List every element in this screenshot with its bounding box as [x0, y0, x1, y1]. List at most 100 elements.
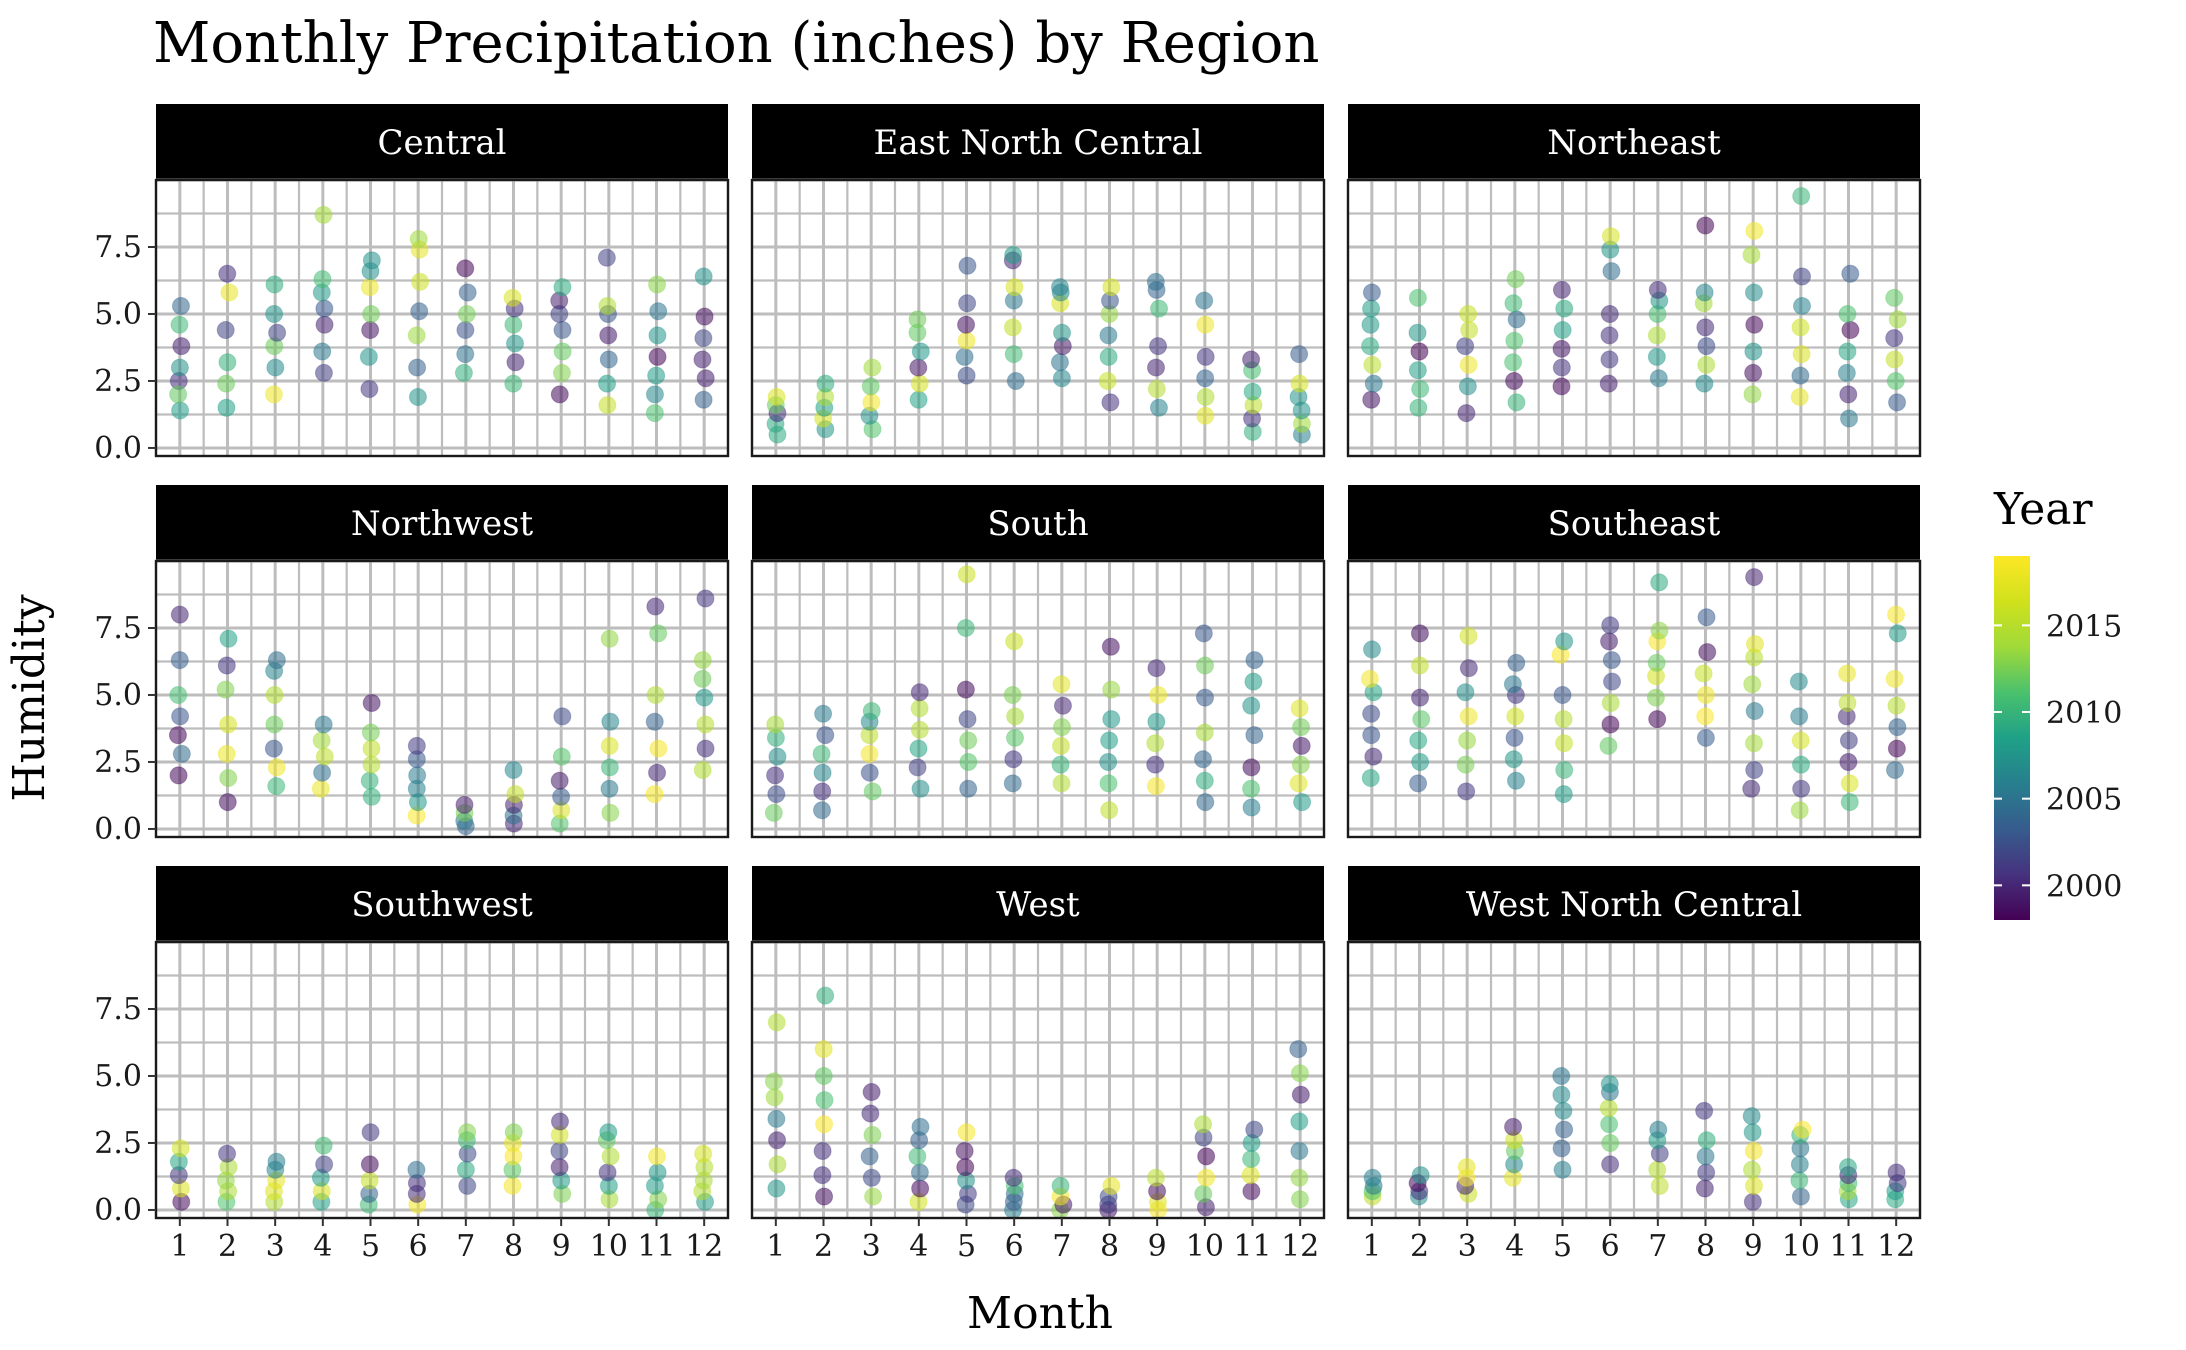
data-point: [645, 385, 664, 404]
facet-strip: [752, 104, 1324, 180]
data-point: [171, 296, 190, 315]
data-point: [1696, 707, 1715, 726]
data-point: [1840, 793, 1859, 812]
data-points: [764, 565, 1312, 822]
x-tick-label: 12: [1281, 1229, 1319, 1264]
data-point: [649, 624, 668, 643]
data-point: [1841, 264, 1860, 283]
y-tick-label: 5.0: [94, 1059, 142, 1094]
data-point: [1744, 363, 1763, 382]
data-point: [1146, 272, 1165, 291]
data-point: [1149, 337, 1168, 356]
y-tick-label: 5.0: [94, 678, 142, 713]
data-point: [454, 363, 473, 382]
data-point: [813, 1142, 832, 1161]
data-point: [1196, 315, 1215, 334]
y-tick-label: 2.5: [94, 745, 142, 780]
data-point: [1102, 710, 1121, 729]
y-tick-label: 0.0: [94, 1193, 142, 1228]
data-point: [1102, 1176, 1121, 1195]
data-point: [910, 683, 929, 702]
data-point: [1408, 361, 1427, 380]
data-point: [908, 310, 927, 329]
data-point: [1460, 321, 1479, 340]
data-point: [1742, 779, 1761, 798]
data-point: [1793, 267, 1812, 286]
data-point: [1289, 1040, 1308, 1059]
x-tick-label: 8: [1100, 1229, 1119, 1264]
data-point: [1838, 664, 1857, 683]
data-point: [1555, 734, 1574, 753]
data-point: [1242, 779, 1261, 798]
data-point: [1745, 761, 1764, 780]
data-point: [1839, 752, 1858, 771]
data-point: [1194, 1115, 1213, 1134]
data-point: [646, 685, 665, 704]
data-point: [1504, 750, 1523, 769]
data-point: [1698, 643, 1717, 662]
data-point: [1600, 1115, 1619, 1134]
data-point: [909, 739, 928, 758]
data-point: [1696, 216, 1715, 235]
data-point: [1196, 369, 1215, 388]
data-point: [1003, 318, 1022, 337]
data-point: [456, 1160, 475, 1179]
data-point: [266, 358, 285, 377]
data-point: [408, 358, 427, 377]
data-point: [911, 1179, 930, 1198]
data-point: [265, 685, 284, 704]
data-point: [1363, 640, 1382, 659]
data-point: [216, 680, 235, 699]
data-point: [360, 1155, 379, 1174]
data-point: [1459, 659, 1478, 678]
data-point: [910, 374, 929, 393]
data-point: [597, 248, 616, 267]
data-point: [550, 385, 569, 404]
data-point: [1792, 187, 1811, 206]
data-point: [767, 388, 786, 407]
data-point: [956, 680, 975, 699]
data-point: [407, 326, 426, 345]
data-point: [506, 785, 525, 804]
data-point: [1599, 736, 1618, 755]
data-point: [1744, 342, 1763, 361]
data-point: [1552, 1139, 1571, 1158]
data-point: [646, 597, 665, 616]
data-point: [1099, 752, 1118, 771]
data-point: [1600, 304, 1619, 323]
facet-strip-label: Central: [377, 123, 506, 163]
data-points: [169, 1112, 715, 1219]
data-point: [647, 366, 666, 385]
data-point: [504, 315, 523, 334]
data-point: [312, 731, 331, 750]
data-point: [1458, 731, 1477, 750]
data-point: [956, 1158, 975, 1177]
data-point: [1697, 337, 1716, 356]
facet-strip: [156, 866, 728, 942]
data-point: [361, 723, 380, 742]
panel-border: [1346, 559, 1922, 839]
data-point: [1290, 1112, 1309, 1131]
facet-strip: [156, 485, 728, 561]
data-point: [314, 205, 333, 224]
data-point: [957, 1123, 976, 1142]
data-point: [959, 752, 978, 771]
data-point: [362, 304, 381, 323]
data-point: [1052, 774, 1071, 793]
data-point: [1648, 1160, 1667, 1179]
data-point: [553, 707, 572, 726]
data-point: [458, 1123, 477, 1142]
data-point: [267, 777, 286, 796]
data-point: [1841, 321, 1860, 340]
data-point: [1697, 1163, 1716, 1182]
data-point: [1647, 347, 1666, 366]
data-point: [696, 739, 715, 758]
x-tick-label: 7: [1648, 1229, 1667, 1264]
data-point: [1290, 1168, 1309, 1187]
data-point: [693, 651, 712, 670]
data-point: [911, 1117, 930, 1136]
data-point: [1504, 353, 1523, 372]
data-point: [764, 1072, 783, 1091]
data-point: [1242, 350, 1261, 369]
